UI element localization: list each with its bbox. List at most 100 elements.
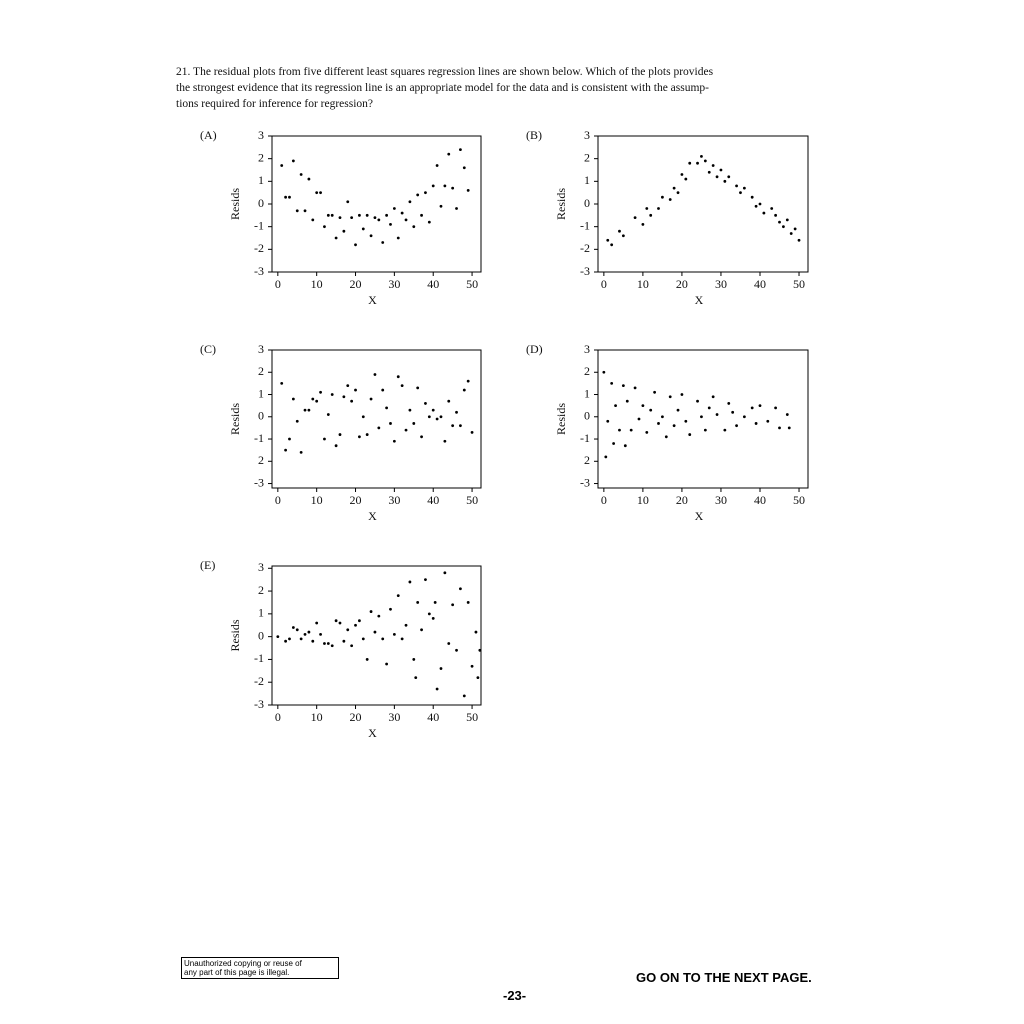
point [330, 393, 334, 396]
point [703, 428, 707, 432]
point [625, 399, 629, 403]
point [676, 191, 680, 195]
plot-frame [271, 349, 482, 489]
y-tick-label: 2 [258, 364, 264, 378]
point [641, 404, 645, 408]
point [793, 227, 797, 231]
plot-frame [597, 349, 809, 489]
y-tick-label: 1 [258, 606, 264, 620]
x-tick-label: 50 [466, 710, 478, 724]
point [731, 410, 735, 414]
x-axis-label: X [368, 726, 377, 740]
point [672, 424, 676, 428]
point [455, 410, 458, 414]
point [311, 397, 315, 401]
y-tick-label: 3 [584, 128, 590, 142]
point [354, 243, 357, 247]
point [672, 186, 676, 190]
point [365, 433, 369, 436]
point [657, 422, 660, 425]
x-tick-label: 30 [388, 277, 400, 291]
point [684, 419, 688, 423]
point [700, 415, 703, 419]
x-axis-label: X [695, 293, 704, 307]
y-tick-label: 3 [258, 560, 264, 574]
x-tick-label: 10 [311, 277, 323, 291]
x-tick-label: 30 [715, 277, 727, 291]
point [649, 213, 653, 217]
point [431, 617, 435, 620]
point [641, 223, 645, 226]
x-tick-label: 40 [754, 493, 766, 507]
point [311, 639, 315, 643]
point [334, 444, 338, 448]
point [307, 177, 311, 181]
point [789, 232, 793, 235]
point [342, 639, 346, 643]
y-tick-label: 0 [258, 628, 264, 642]
point [664, 435, 668, 439]
x-tick-label: 0 [275, 710, 281, 724]
point [291, 626, 295, 629]
point [414, 676, 418, 680]
x-tick-label: 20 [350, 710, 362, 724]
point [451, 424, 455, 428]
y-tick-label: 3 [258, 128, 264, 142]
point [361, 227, 365, 231]
point [750, 406, 754, 410]
y-tick-label: 3 [584, 342, 590, 356]
x-tick-label: 40 [427, 710, 439, 724]
point [680, 393, 684, 396]
point [323, 437, 326, 441]
point [350, 644, 354, 648]
point [427, 220, 431, 224]
point [307, 630, 311, 634]
point [715, 175, 719, 179]
point [303, 632, 307, 636]
point [396, 594, 400, 598]
point [284, 195, 287, 199]
panel-label: (C) [200, 342, 216, 356]
point [276, 635, 280, 639]
point [280, 381, 284, 385]
point [330, 213, 334, 217]
y-tick-label: 0 [584, 409, 590, 423]
point [462, 388, 466, 392]
point [700, 155, 703, 158]
point [346, 384, 350, 388]
point [435, 417, 439, 421]
point [459, 424, 462, 428]
y-tick-label: -1 [254, 431, 264, 445]
point [466, 601, 470, 604]
point [424, 402, 427, 405]
point [365, 213, 369, 217]
point [377, 426, 381, 430]
point [439, 415, 443, 419]
point [377, 218, 381, 222]
point [711, 395, 715, 399]
point [688, 161, 692, 165]
point [470, 664, 474, 668]
point [319, 390, 322, 394]
y-tick-label: -2 [580, 241, 590, 255]
point [389, 422, 392, 425]
y-tick-label: 2 [258, 150, 264, 164]
point [412, 225, 416, 229]
page-number: -23- [503, 988, 527, 1003]
point [455, 207, 458, 210]
point [688, 433, 692, 436]
plot-frame [271, 565, 482, 706]
point [629, 428, 633, 432]
y-tick-label: -2 [254, 674, 264, 688]
x-tick-label: 50 [466, 277, 478, 291]
point [358, 435, 361, 439]
point [288, 637, 291, 641]
point [612, 442, 616, 445]
point [623, 444, 627, 448]
y-tick-label: 2 [258, 453, 264, 467]
point [338, 216, 342, 220]
point [400, 384, 404, 388]
point [778, 426, 781, 430]
point [350, 216, 354, 220]
